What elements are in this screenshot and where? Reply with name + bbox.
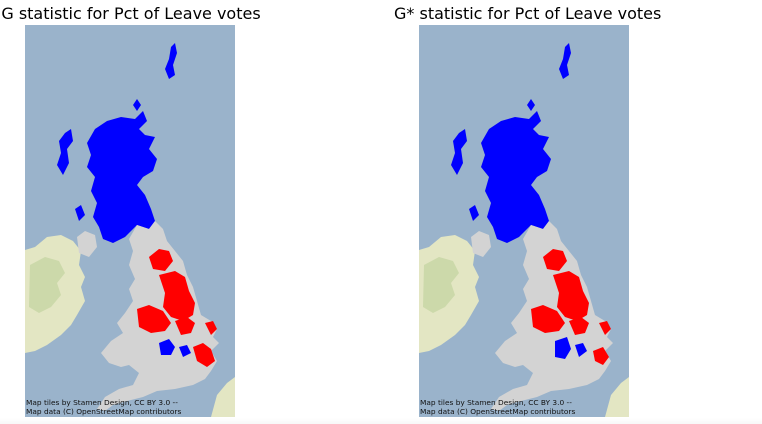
shetland-cold-spot: [165, 43, 177, 79]
hot-spot-midlands: [531, 305, 565, 333]
hot-spot-yorkshire: [553, 271, 589, 321]
map-panel-g: G statistic for Pct of Leave votes: [0, 0, 300, 424]
hot-spot-norfolk: [599, 321, 611, 335]
france-landmass: [605, 377, 629, 417]
map-panel-g-star: G* statistic for Pct of Leave votes Map …: [394, 0, 694, 424]
map-frame: Map tiles by Stamen Design, CC BY 3.0 --…: [419, 25, 629, 417]
hot-spot-northeast: [149, 249, 173, 271]
cold-spot-london: [179, 345, 191, 357]
map-attribution: Map tiles by Stamen Design, CC BY 3.0 --…: [420, 398, 575, 416]
northern-ireland-landmass: [471, 231, 491, 257]
ireland-terrain: [423, 257, 459, 313]
hot-spot-northeast: [543, 249, 567, 271]
northern-ireland-landmass: [77, 231, 97, 257]
map-frame: Map tiles by Stamen Design, CC BY 3.0 --…: [25, 25, 235, 417]
attribution-data: Map data (C) OpenStreetMap contributors: [26, 407, 182, 416]
hot-spot-essex: [593, 347, 609, 365]
hot-spot-lincolnshire: [175, 317, 195, 335]
hot-spot-yorkshire: [159, 271, 195, 321]
cold-spot-oxford: [555, 337, 571, 359]
attribution-data: Map data (C) OpenStreetMap contributors: [420, 407, 576, 416]
western-isles-cold-spot: [57, 129, 73, 175]
attribution-tiles: Map tiles by Stamen Design, CC BY 3.0 --: [26, 398, 178, 407]
shetland-cold-spot: [559, 43, 571, 79]
attribution-tiles: Map tiles by Stamen Design, CC BY 3.0 --: [420, 398, 572, 407]
hot-spot-norfolk: [205, 321, 217, 335]
hot-spot-essex: [193, 343, 215, 367]
islay-cold-spot: [469, 205, 479, 221]
map-attribution: Map tiles by Stamen Design, CC BY 3.0 --…: [26, 398, 181, 416]
islay-cold-spot: [75, 205, 85, 221]
scotland-cold-spot: [481, 111, 551, 243]
map-title: G* statistic for Pct of Leave votes: [394, 4, 662, 23]
choropleth-map: [25, 25, 235, 417]
scotland-cold-spot: [87, 111, 157, 243]
orkney-cold-spot: [527, 99, 535, 111]
ireland-terrain: [29, 257, 65, 313]
france-landmass: [211, 377, 235, 417]
cold-spot-london: [575, 343, 587, 357]
orkney-cold-spot: [133, 99, 141, 111]
choropleth-map: [419, 25, 629, 417]
cold-spot-oxford: [159, 339, 175, 355]
figure-bottom-edge: [0, 418, 762, 424]
map-title: G statistic for Pct of Leave votes: [1, 4, 261, 23]
hot-spot-lincolnshire: [569, 317, 589, 335]
hot-spot-midlands: [137, 305, 171, 333]
western-isles-cold-spot: [451, 129, 467, 175]
